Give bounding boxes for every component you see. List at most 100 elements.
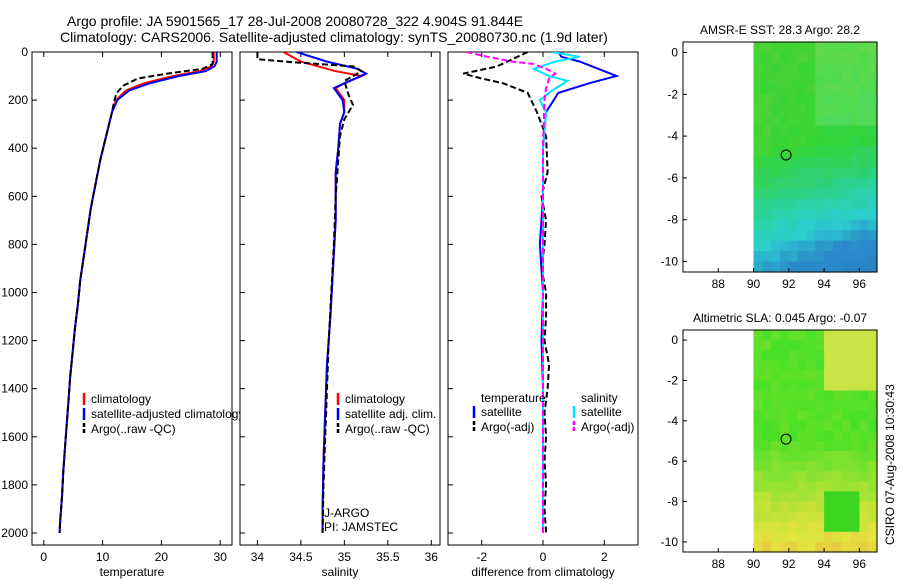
sla_map-ytick-label: -4 (667, 414, 678, 428)
sla_map-cell (780, 511, 790, 523)
sst_map-cell (797, 94, 807, 106)
sst_map-cell (824, 42, 834, 54)
sst_map-cell (780, 157, 790, 169)
sla_map-cell (788, 360, 799, 371)
sst_map-cell (850, 115, 860, 127)
sla_map-cell (859, 521, 869, 533)
sst_map-cell (832, 73, 843, 85)
sla_map-cell (841, 410, 852, 422)
sla_map-cell (806, 370, 816, 382)
sla_map-cell (824, 360, 834, 371)
sla_map-cell (859, 501, 869, 513)
salinity-xtick-label: 35 (338, 550, 352, 564)
sst_map-cell (832, 251, 843, 263)
sst_map-cell (815, 209, 825, 221)
sla_map-cell (762, 541, 772, 553)
sst_map-cell (841, 125, 852, 137)
sla_map-cell (806, 531, 816, 543)
sla_map-cell (771, 430, 781, 442)
sst_map-cell (850, 177, 860, 189)
sst_map-cell (771, 136, 781, 148)
sst_map-cell (859, 198, 869, 210)
sst_map-cell (780, 73, 790, 85)
sla_map-cell (806, 471, 816, 482)
sla_map-cell (806, 441, 816, 452)
sla_map-cell (797, 390, 807, 402)
sst_map-cell (806, 230, 816, 242)
sst_map-cell (859, 125, 869, 137)
sla_map-cell (824, 430, 834, 442)
sla_map-cell (797, 430, 807, 442)
sla_map-ytick-label: 0 (671, 333, 678, 347)
sla_map-cell (753, 330, 763, 341)
sla_map-cell (859, 330, 869, 341)
sst_map-cell (815, 42, 825, 54)
sla_map-cell (832, 521, 843, 533)
sst_map-cell (806, 115, 816, 127)
sst_map-cell (771, 230, 781, 242)
sla_map-cell (815, 400, 825, 412)
sla_map-cell (762, 330, 772, 341)
sst_map-cell (832, 261, 843, 273)
sst_map-cell (771, 94, 781, 106)
sst_map-cell (780, 261, 790, 273)
sst_map-cell (841, 209, 852, 221)
sla_map-cell (859, 420, 869, 432)
sst_map-cell (797, 219, 807, 231)
sla_map-cell (815, 511, 825, 523)
sla_map-cell (806, 420, 816, 432)
sst_map-cell (788, 94, 799, 106)
sst_map-cell (806, 209, 816, 221)
sst_map-cell (850, 146, 860, 158)
sst_map-cell (815, 188, 825, 200)
sst_map-cell (859, 83, 869, 95)
sst_map-cell (797, 62, 807, 74)
sst_map-ytick-label: 0 (671, 45, 678, 59)
sla_map-cell (797, 420, 807, 432)
sla_map-cell (824, 370, 834, 382)
sla_map-cell (771, 511, 781, 523)
sst_map-cell (832, 42, 843, 54)
sla_map-cell (841, 441, 852, 452)
sst_map-cell (832, 115, 843, 127)
sst_map-cell (788, 251, 799, 263)
sst_map-cell (850, 251, 860, 263)
sst_map-cell (806, 62, 816, 74)
sst_map-xtick-label: 90 (747, 277, 761, 291)
sla_map-cell (841, 541, 852, 553)
sst_map-cell (753, 94, 763, 106)
sla_map-cell (797, 481, 807, 493)
sla_map-cell (780, 541, 790, 553)
sla_map-cell (780, 461, 790, 472)
sst_map-cell (815, 62, 825, 74)
sst_map-cell (753, 251, 763, 263)
sst_map-cell (815, 167, 825, 179)
sla_map-cell (753, 370, 763, 382)
sla_map-cell (771, 390, 781, 402)
sst_map-cell (753, 157, 763, 169)
sst_map-cell (753, 104, 763, 116)
sst_map-cell (780, 251, 790, 263)
sst_map-cell (806, 42, 816, 54)
temperature-ytick-label: 0 (21, 45, 28, 59)
sla_map-cell (753, 380, 763, 392)
sla_map-cell (771, 340, 781, 351)
sla_map-cell (859, 541, 869, 553)
sla-map-panel: Altimetric SLA: 0.045 Argo: -0.07 88 90 92 9… (661, 311, 878, 571)
sst_map-cell (797, 136, 807, 148)
sla_map-cell (762, 461, 772, 472)
salinity-xtick-label: 34 (251, 550, 265, 564)
sla_map-cell (832, 481, 843, 493)
sst_map-cell (806, 219, 816, 231)
sst_map-cell (788, 104, 799, 116)
sst_map-cell (868, 167, 878, 179)
sla_map-cell (797, 330, 807, 341)
sst_map-cell (832, 136, 843, 148)
sla_map-cell (832, 511, 843, 523)
sst_map-cell (868, 125, 878, 137)
sla_map-cell (771, 471, 781, 482)
sla_map-cell (771, 491, 781, 503)
temperature-ytick-label: 2000 (1, 526, 28, 540)
sst_map-cell (780, 62, 790, 74)
